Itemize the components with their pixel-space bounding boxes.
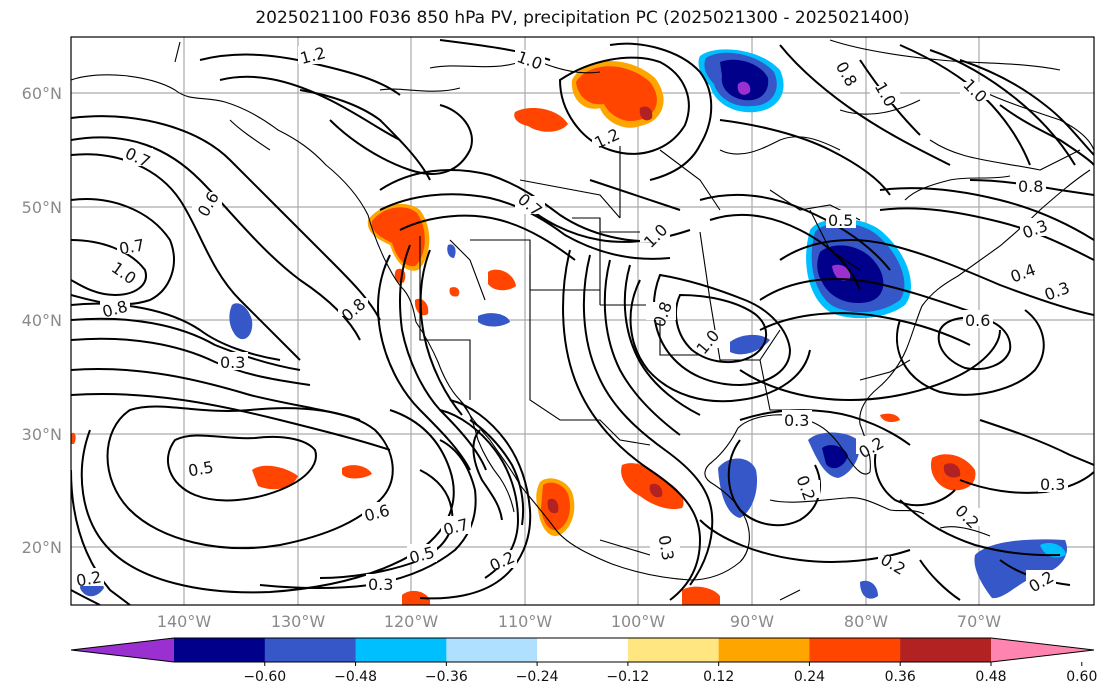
- lon-label: 140°W: [157, 612, 212, 631]
- contour-label: 0.3: [220, 353, 245, 372]
- lon-label: 100°W: [611, 612, 666, 631]
- colorbar-swatch: [174, 638, 266, 662]
- colorbar-swatch: [627, 638, 720, 662]
- contour-label: 0.3: [784, 411, 809, 430]
- colorbar-tick-label: 0.48: [975, 669, 1006, 685]
- lon-label: 130°W: [271, 612, 326, 631]
- colorbar: −0.60 −0.48 −0.36 −0.24 −0.12 0.12 0.24 0.36 0.4…: [70, 637, 1097, 685]
- precip-negative-caribbean: [974, 539, 1068, 599]
- colorbar-swatch: [537, 638, 629, 662]
- contour-label: 0.3: [655, 534, 678, 562]
- contour-label: 0.6: [965, 311, 990, 330]
- colorbar-tick-label: −0.60: [243, 669, 286, 685]
- colorbar-tick-label: −0.12: [606, 669, 649, 685]
- contour-label: 0.3: [368, 575, 393, 594]
- colorbar-tick-label: 0.36: [885, 669, 916, 685]
- precipitation-shading: [71, 49, 1068, 605]
- lon-label: 70°W: [957, 612, 1001, 631]
- contour-label: 0.8: [1018, 177, 1043, 196]
- lat-label: 30°N: [22, 425, 62, 444]
- colorbar-swatch: [718, 638, 810, 662]
- lon-label: 90°W: [730, 612, 774, 631]
- colorbar-tick-label: 0.12: [703, 669, 734, 685]
- colorbar-tick-label: −0.36: [425, 669, 468, 685]
- lon-label: 80°W: [844, 612, 888, 631]
- lon-label: 120°W: [384, 612, 439, 631]
- colorbar-outline: [70, 637, 1095, 663]
- colorbar-swatch: [264, 638, 357, 662]
- lat-label: 60°N: [22, 84, 62, 103]
- lat-label: 50°N: [22, 198, 62, 217]
- colorbar-extension-high: [991, 638, 1094, 662]
- latitude-labels: 60°N 50°N 40°N 30°N 20°N: [22, 84, 62, 557]
- colorbar-swatch: [446, 638, 538, 662]
- figure-title: 2025021100 F036 850 hPa PV, precipitatio…: [255, 8, 910, 28]
- map-frame: [70, 36, 1095, 606]
- colorbar-swatch: [355, 638, 447, 662]
- graticule: [71, 37, 1094, 605]
- lat-label: 40°N: [22, 311, 62, 330]
- lon-label: 110°W: [498, 612, 553, 631]
- colorbar-extension-low: [71, 638, 174, 662]
- contour-label: 0.2: [75, 567, 103, 590]
- colorbar-tick-label: 0.60: [1066, 669, 1097, 685]
- colorbar-tick-label: 0.24: [794, 669, 825, 685]
- coastlines: [71, 39, 1094, 601]
- colorbar-tick-label: −0.48: [334, 669, 377, 685]
- longitude-labels: 140°W 130°W 120°W 110°W 100°W 90°W 80°W …: [157, 612, 1001, 631]
- contour-label: 0.5: [828, 211, 853, 230]
- colorbar-swatch: [900, 638, 992, 662]
- colorbar-swatch: [809, 638, 901, 662]
- colorbar-tick-label: −0.24: [516, 669, 559, 685]
- map-background: [71, 37, 1094, 605]
- lat-label: 20°N: [22, 538, 62, 557]
- contour-label: 0.5: [187, 457, 215, 480]
- contour-label: 0.3: [1040, 475, 1065, 494]
- pv-contours: [71, 39, 1094, 605]
- contour-label: 0.7: [118, 235, 146, 258]
